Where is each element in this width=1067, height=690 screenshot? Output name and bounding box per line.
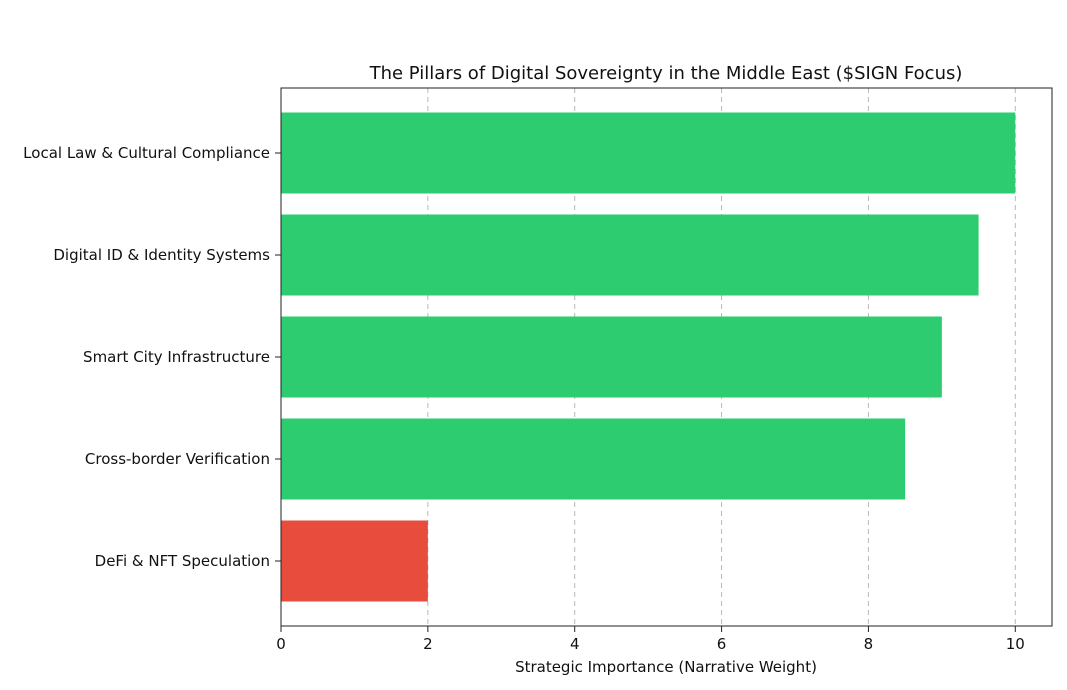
x-axis-ticks: 0 2 4 6 8 10 <box>276 626 1025 653</box>
y-tick-label: Local Law & Cultural Compliance <box>23 144 270 162</box>
bar <box>281 418 906 500</box>
bars <box>281 112 1016 602</box>
x-axis-label: Strategic Importance (Narrative Weight) <box>515 658 817 676</box>
bar <box>281 520 428 602</box>
bar <box>281 214 979 296</box>
x-tick-label: 6 <box>717 635 727 653</box>
x-tick-label: 2 <box>423 635 433 653</box>
x-tick-label: 10 <box>1006 635 1025 653</box>
bar <box>281 316 942 398</box>
y-tick-label: DeFi & NFT Speculation <box>95 552 270 570</box>
y-axis-ticks: Local Law & Cultural Compliance Digital I… <box>23 144 281 570</box>
y-tick-label: Cross-border Verification <box>85 450 270 468</box>
x-tick-label: 0 <box>276 635 286 653</box>
y-tick-label: Smart City Infrastructure <box>83 348 270 366</box>
x-tick-label: 8 <box>864 635 874 653</box>
x-tick-label: 4 <box>570 635 580 653</box>
y-tick-label: Digital ID & Identity Systems <box>53 246 270 264</box>
chart-title: The Pillars of Digital Sovereignty in th… <box>369 63 963 84</box>
bar <box>281 112 1016 194</box>
